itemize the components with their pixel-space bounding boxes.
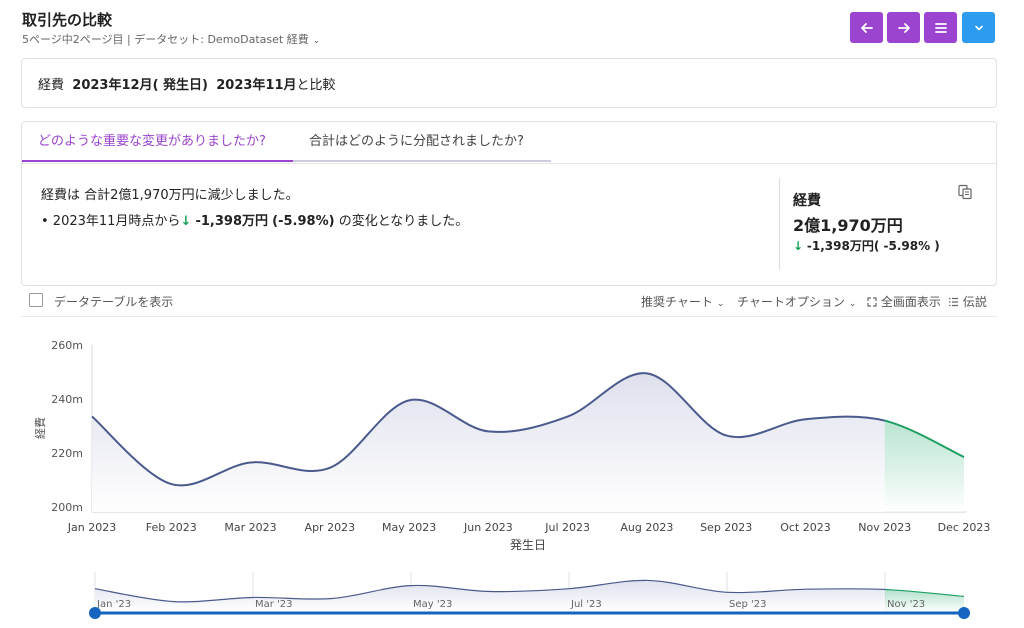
kpi-name: 経費 — [793, 193, 821, 209]
comparison-current: 2023年12月 — [72, 78, 153, 93]
chart-options-dropdown[interactable]: チャートオプション ⌄ — [737, 293, 856, 310]
x-tick-label: Mar 2023 — [224, 521, 276, 534]
fullscreen-button[interactable]: 全画面表示 — [867, 293, 941, 310]
comparison-current-tag: ( 発生日) — [152, 78, 208, 93]
x-axis-title: 発生日 — [510, 538, 546, 552]
navigator-tick-label: Jul '23 — [570, 599, 602, 610]
insight-detail-suffix: の変化となりました。 — [338, 214, 469, 229]
chart-options-label: チャートオプション — [737, 295, 845, 309]
x-tick-label: May 2023 — [382, 521, 436, 534]
chevron-down-icon: ⌄ — [312, 36, 321, 46]
data-point — [487, 430, 489, 432]
x-tick-label: Nov 2023 — [858, 521, 911, 534]
page-title: 取引先の比較 — [22, 11, 113, 29]
comparison-text: 経費 2023年12月( 発生日) 2023年11月と比較 — [38, 74, 336, 93]
x-tick-label: Oct 2023 — [780, 521, 831, 534]
y-tick-label: 200m — [51, 501, 83, 514]
kpi-delta: ↓ -1,398万円( -5.98% ) — [793, 237, 940, 254]
kpi-value: 2億1,970万円 — [793, 216, 903, 235]
data-point — [884, 420, 886, 422]
x-tick-label: Aug 2023 — [620, 521, 673, 534]
insight-change-value: -1,398万円 — [195, 214, 269, 229]
comparison-previous: 2023年11月 — [216, 78, 297, 93]
page-subtitle[interactable]: 5ページ中2ページ目 | データセット: DemoDataset 経費 ⌄ — [22, 31, 320, 47]
legend-icon — [949, 297, 958, 307]
navigator-tick-label: Nov '23 — [887, 599, 925, 610]
comparison-suffix: と比較 — [296, 78, 336, 93]
arrow-right-icon — [897, 22, 910, 33]
navigator-tick-label: May '23 — [413, 599, 452, 610]
x-tick-label: Sep 2023 — [700, 521, 752, 534]
navigator-tick-label: Mar '23 — [255, 599, 293, 610]
tab-divider — [22, 163, 996, 164]
data-point — [329, 467, 331, 469]
data-point — [804, 418, 806, 420]
y-tick-label: 220m — [51, 447, 83, 460]
prev-page-button[interactable] — [850, 12, 883, 43]
fullscreen-label: 全画面表示 — [880, 295, 941, 309]
y-tick-label: 240m — [51, 393, 83, 406]
page-list-button[interactable] — [924, 12, 957, 43]
data-point — [408, 399, 410, 401]
x-tick-label: Jan 2023 — [67, 521, 116, 534]
data-point — [170, 483, 172, 485]
down-arrow-icon: ↓ — [793, 239, 804, 253]
navigator-tick-label: Jan '23 — [96, 599, 131, 610]
insight-change-pct: (-5.98%) — [272, 214, 335, 229]
insight-detail: • 2023年11月時点から↓ -1,398万円 (-5.98%) の変化となり… — [41, 210, 468, 229]
legend-button[interactable]: 伝説 — [948, 293, 987, 310]
insight-card: どのような重要な変更がありましたか? 合計はどのように分配されましたか? 経費は… — [21, 121, 997, 286]
data-point — [725, 434, 727, 436]
x-tick-label: Dec 2023 — [938, 521, 991, 534]
copy-icon[interactable] — [957, 184, 973, 200]
chart-toolbar: データテーブルを表示 推奨チャート ⌄ チャートオプション ⌄ 全画面表示 伝説 — [21, 286, 997, 317]
kpi-delta-text: -1,398万円( -5.98% ) — [806, 239, 940, 253]
navigator-area — [95, 580, 885, 612]
x-tick-label: Jun 2023 — [463, 521, 513, 534]
next-page-button[interactable] — [887, 12, 920, 43]
x-tick-label: Feb 2023 — [146, 521, 197, 534]
chevron-down-icon — [974, 25, 983, 30]
arrow-left-icon — [860, 22, 873, 33]
x-tick-label: Jul 2023 — [544, 521, 590, 534]
series-line — [91, 372, 885, 487]
y-tick-label: 260m — [51, 339, 83, 352]
series-line-highlight — [884, 419, 965, 458]
insight-summary: 経費は 合計2億1,970万円に減少しました。 — [41, 188, 299, 203]
area-fill — [92, 373, 885, 512]
navigator-line-highlight — [885, 588, 965, 598]
recommended-chart-label: 推奨チャート — [641, 295, 713, 309]
subtitle-text: 5ページ中2ページ目 | データセット: DemoDataset 経費 — [22, 33, 309, 46]
kpi-divider — [779, 178, 780, 270]
comparison-metric: 経費 — [38, 78, 65, 93]
insight-detail-prefix: • 2023年11月時点から — [41, 214, 181, 229]
show-data-table-label: データテーブルを表示 — [54, 295, 174, 309]
show-data-table-checkbox[interactable] — [29, 293, 43, 307]
data-point — [963, 456, 965, 458]
data-point — [250, 461, 252, 463]
chevron-down-icon: ⌄ — [848, 299, 857, 309]
recommended-chart-dropdown[interactable]: 推奨チャート ⌄ — [641, 293, 724, 310]
more-options-button[interactable] — [962, 12, 995, 43]
data-point — [567, 416, 569, 418]
y-axis-title: 経費 — [33, 417, 47, 439]
navigator-tick-label: Sep '23 — [729, 599, 767, 610]
list-icon — [934, 22, 947, 33]
data-point — [646, 372, 648, 374]
comparison-card: 経費 2023年12月( 発生日) 2023年11月と比較 — [21, 58, 997, 108]
tab-key-changes[interactable]: どのような重要な変更がありましたか? — [22, 122, 293, 162]
navigator-right-handle[interactable] — [958, 607, 970, 619]
legend-label: 伝説 — [962, 295, 987, 309]
area-fill-highlight — [884, 420, 964, 512]
x-tick-label: Apr 2023 — [305, 521, 356, 534]
navigator-left-handle[interactable] — [89, 607, 101, 619]
navigator-line — [94, 579, 885, 603]
chevron-down-icon: ⌄ — [716, 299, 725, 309]
fullscreen-icon — [867, 297, 877, 307]
navigator-area-highlight — [885, 589, 964, 612]
tab-distribution[interactable]: 合計はどのように分配されましたか? — [293, 122, 551, 162]
data-point — [91, 416, 93, 418]
down-arrow-icon: ↓ — [180, 214, 192, 229]
